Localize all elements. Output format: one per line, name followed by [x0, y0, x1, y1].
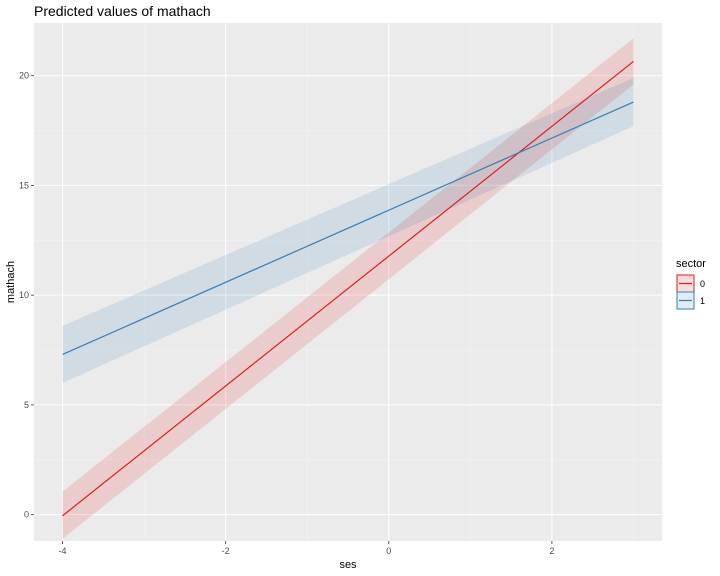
legend-label-sector-0: 0: [700, 279, 705, 289]
x-axis-title: ses: [339, 559, 357, 571]
legend-title: sector: [676, 258, 706, 270]
y-axis-title: mathach: [5, 261, 17, 303]
y-tick-label: 5: [24, 400, 29, 410]
legend: sector 0 1: [676, 258, 706, 310]
line-sector-1: [62, 101, 634, 355]
x-tick-label: 2: [549, 546, 554, 556]
y-tick-label: 10: [19, 290, 29, 300]
x-tick-label: -4: [59, 546, 67, 556]
line-sector-0: [62, 60, 634, 517]
y-axis: 0 5 10 15 20: [19, 71, 34, 520]
x-axis: -4 -2 0 2: [59, 541, 554, 556]
x-tick-label: -2: [222, 546, 230, 556]
series-lines: [62, 60, 634, 517]
y-tick-label: 0: [24, 510, 29, 520]
chart-title: Predicted values of mathach: [34, 3, 211, 19]
y-tick-label: 20: [19, 71, 29, 81]
minor-gridlines: [34, 23, 662, 541]
ci-ribbon-sector-1: [62, 77, 634, 383]
x-tick-label: 0: [386, 546, 391, 556]
legend-label-sector-1: 1: [700, 296, 705, 306]
y-tick-label: 15: [19, 180, 29, 190]
